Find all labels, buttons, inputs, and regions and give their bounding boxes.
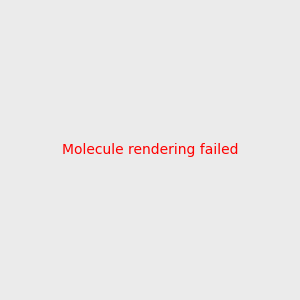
Text: Molecule rendering failed: Molecule rendering failed — [62, 143, 238, 157]
